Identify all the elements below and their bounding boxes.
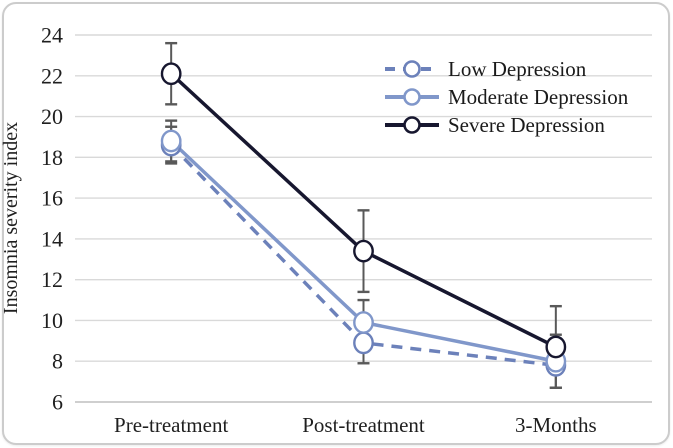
data-point-marker-severe-depression	[545, 335, 567, 359]
chart-legend: Low Depression Moderate Depression Sever…	[383, 56, 628, 138]
y-tick-label: 22	[41, 63, 63, 88]
data-point-marker-low-depression	[353, 331, 374, 355]
legend-label: Severe Depression	[448, 113, 605, 137]
legend-label: Moderate Depression	[448, 85, 629, 109]
legend-swatch-dashed-line-circle-icon	[385, 60, 439, 78]
x-tick-label: 3-Months	[515, 413, 597, 437]
legend-label: Low Depression	[448, 57, 587, 81]
legend-item-moderate-depression: Moderate Depression	[383, 84, 628, 110]
y-tick-label: 20	[41, 104, 63, 129]
y-tick-label: 8	[52, 349, 63, 374]
y-tick-label: 16	[41, 186, 63, 211]
legend-swatch-solid-line-circle-icon	[385, 88, 439, 106]
data-point-marker-moderate-depression	[353, 311, 374, 334]
y-tick-label: 10	[41, 308, 63, 333]
y-tick-label: 12	[41, 267, 63, 292]
data-point-marker-moderate-depression	[160, 129, 182, 153]
y-axis-title: Insomnia severity index	[0, 122, 22, 314]
x-tick-label: Post-treatment	[302, 413, 425, 437]
data-point-marker-severe-depression	[353, 239, 374, 263]
x-tick-label: Pre-treatment	[114, 413, 228, 437]
legend-item-severe-depression: Severe Depression	[383, 112, 628, 138]
data-point-marker-severe-depression	[160, 62, 182, 86]
y-tick-label: 24	[41, 23, 63, 48]
y-tick-label: 18	[41, 145, 63, 170]
legend-item-low-depression: Low Depression	[383, 56, 628, 82]
y-tick-label: 14	[41, 226, 63, 251]
y-tick-label: 6	[52, 390, 63, 415]
legend-swatch-solid-line-circle-icon	[385, 116, 439, 134]
